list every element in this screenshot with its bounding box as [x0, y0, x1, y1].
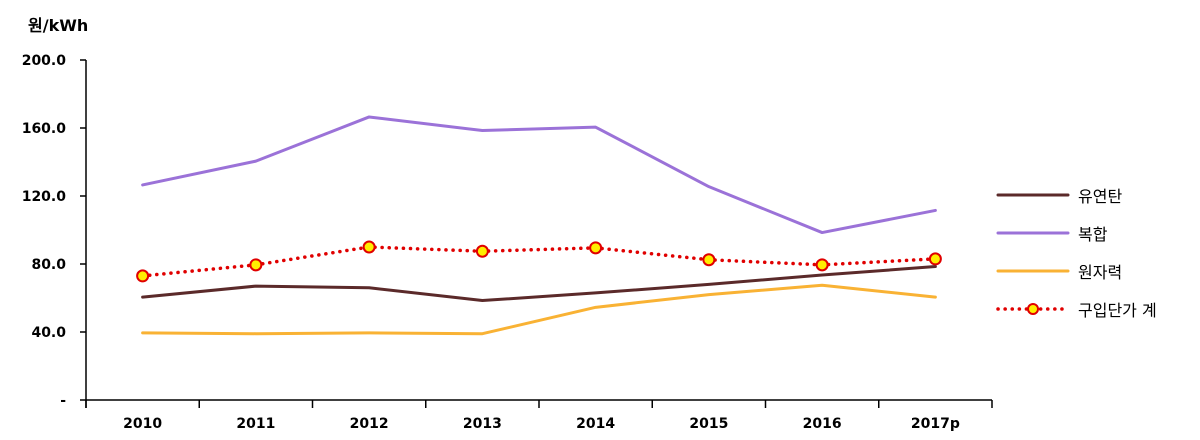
legend-item: 구입단가 계: [996, 290, 1196, 328]
x-tick-label: 2016: [803, 416, 842, 432]
y-tick-label: 200.0: [22, 53, 67, 69]
x-tick-label: 2014: [576, 416, 615, 432]
legend-swatch: [996, 303, 1070, 315]
series-point-3: [928, 252, 942, 266]
y-tick-label: 80.0: [31, 257, 66, 273]
y-axis-unit-label: 원/kWh: [28, 16, 89, 35]
y-tick-label: 120.0: [22, 189, 67, 205]
legend-item: 유연탄: [996, 176, 1196, 214]
legend-item: 원자력: [996, 252, 1196, 290]
legend-label: 복합: [1078, 225, 1108, 244]
series-point-3: [702, 253, 716, 267]
x-tick-label: 2017p: [911, 416, 960, 432]
legend-label: 원자력: [1078, 263, 1123, 282]
x-tick-label: 2011: [236, 416, 275, 432]
series-point-3: [475, 244, 489, 258]
series-line-2: [141, 283, 937, 336]
series-point-3: [362, 240, 376, 254]
x-tick-label: 2015: [689, 416, 728, 432]
legend-item: 복합: [996, 214, 1196, 252]
x-tick-label: 2013: [463, 416, 502, 432]
series-point-3: [249, 258, 263, 272]
y-tick-label: 160.0: [22, 121, 67, 137]
series-point-3: [815, 258, 829, 272]
legend-label: 구입단가 계: [1078, 301, 1157, 320]
x-tick-label: 2010: [123, 416, 162, 432]
legend-label: 유연탄: [1078, 187, 1123, 206]
series-line-3: [140, 245, 938, 278]
series-point-3: [589, 241, 603, 255]
y-tick-label: -: [60, 393, 66, 409]
legend-swatch: [996, 193, 1070, 197]
legend-swatch: [996, 231, 1070, 235]
x-tick-label: 2012: [350, 416, 389, 432]
y-tick-label: 40.0: [31, 325, 66, 341]
series-line-1: [141, 115, 937, 235]
series-line-0: [141, 265, 937, 303]
series-point-3: [136, 269, 150, 283]
legend-swatch: [996, 269, 1070, 273]
